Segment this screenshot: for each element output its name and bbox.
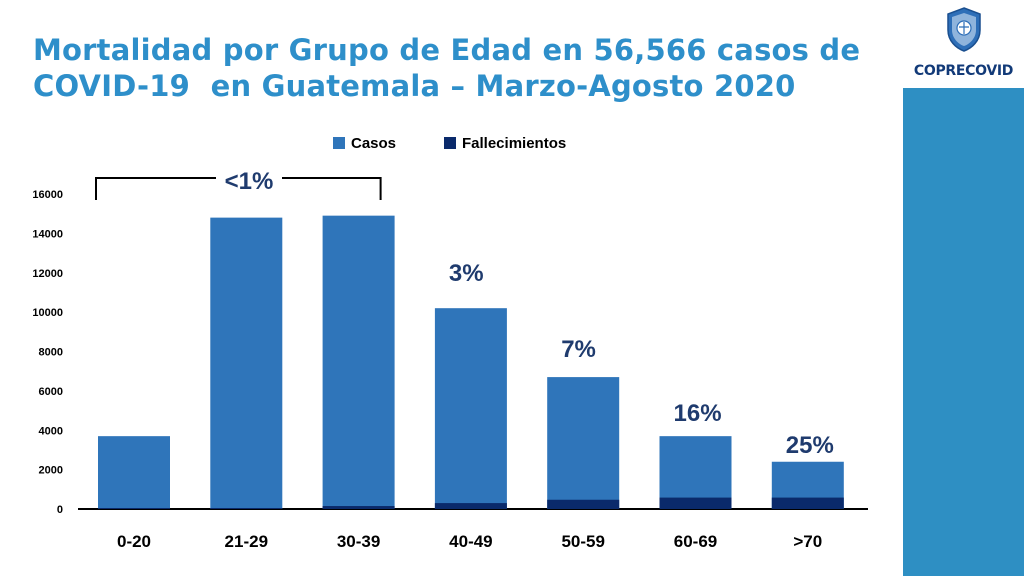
y-tick-label: 16000 bbox=[32, 189, 63, 201]
bar-casos bbox=[322, 215, 395, 509]
annotation-label: 16% bbox=[674, 400, 722, 427]
side-band bbox=[903, 0, 1024, 576]
bar-fallecimientos bbox=[210, 508, 283, 509]
shield-emblem-icon bbox=[947, 7, 981, 52]
annotation-label-bg bbox=[216, 165, 282, 191]
logo-text: COPRECOVID bbox=[913, 63, 1014, 79]
y-tick-label: 6000 bbox=[39, 386, 63, 398]
annotation-label: 3% bbox=[449, 260, 484, 287]
legend-label: Fallecimientos bbox=[462, 135, 566, 152]
title-line-2: COVID-19 en Guatemala – Marzo-Agosto 202… bbox=[33, 69, 796, 103]
x-tick-label: 30-39 bbox=[337, 532, 380, 551]
chart: 0 2000 4000 6000 8000 10000 12000 14000 16000 0-2… bbox=[32, 135, 868, 551]
y-tick-label: 14000 bbox=[32, 228, 63, 240]
bar-casos bbox=[659, 436, 732, 509]
page-title: Mortalidad por Grupo de Edad en 56,566 c… bbox=[33, 32, 873, 104]
bar-fallecimientos bbox=[659, 497, 732, 509]
annotation-label: 25% bbox=[786, 432, 834, 459]
bar-fallecimientos bbox=[98, 508, 170, 509]
legend-label: Casos bbox=[351, 135, 396, 152]
annotation-label: <1% bbox=[225, 168, 274, 195]
y-tick-label: 12000 bbox=[32, 268, 63, 280]
bar-fallecimientos bbox=[434, 503, 507, 509]
annotation-label: 7% bbox=[561, 336, 596, 363]
x-tick-label: >70 bbox=[793, 532, 822, 551]
bar-casos bbox=[210, 217, 283, 509]
y-tick-label: 4000 bbox=[39, 425, 63, 437]
bar-casos bbox=[547, 377, 620, 509]
bar-fallecimientos bbox=[771, 497, 844, 509]
legend-swatch bbox=[333, 137, 345, 149]
y-tick-label: 0 bbox=[57, 504, 63, 516]
x-tick-label: 60-69 bbox=[674, 532, 717, 551]
bar-casos bbox=[98, 436, 170, 509]
logo: COPRECOVID bbox=[903, 0, 1024, 88]
title-line-1: Mortalidad por Grupo de Edad en 56,566 c… bbox=[33, 33, 861, 67]
bar-fallecimientos bbox=[322, 506, 395, 509]
y-tick-label: 10000 bbox=[32, 307, 63, 319]
x-tick-label: 21-29 bbox=[225, 532, 268, 551]
x-tick-label: 40-49 bbox=[449, 532, 492, 551]
y-tick-label: 2000 bbox=[39, 465, 63, 477]
x-tick-label: 50-59 bbox=[561, 532, 604, 551]
y-tick-label: 8000 bbox=[39, 347, 63, 359]
bar-casos bbox=[434, 308, 507, 509]
x-tick-label: 0-20 bbox=[117, 532, 151, 551]
bar-fallecimientos bbox=[547, 499, 620, 509]
legend-swatch bbox=[444, 137, 456, 149]
